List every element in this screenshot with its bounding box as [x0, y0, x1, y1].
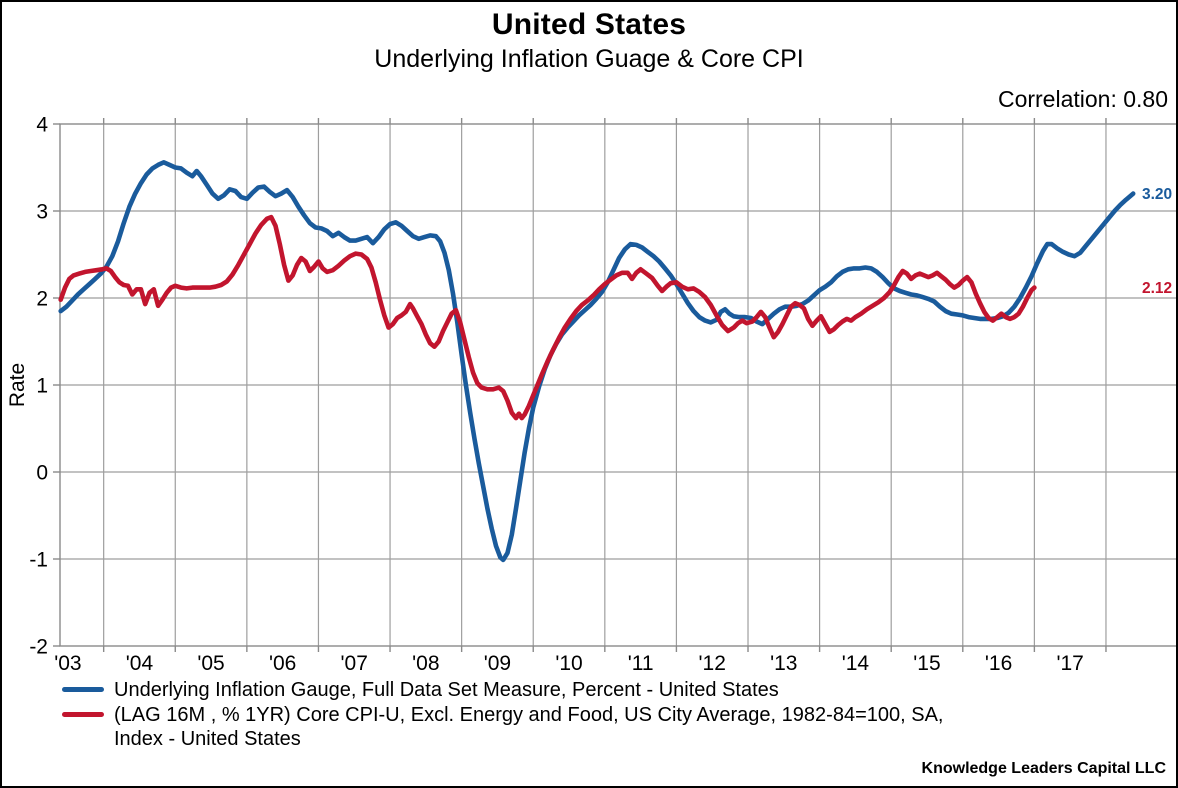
series-end-label-1: 2.12 — [1142, 280, 1172, 297]
x-tick-label: '12 — [699, 652, 726, 675]
x-tick-label: '03 — [54, 652, 81, 675]
y-tick-label: -1 — [29, 548, 48, 571]
y-tick-label: -2 — [29, 635, 48, 658]
page-title: United States — [491, 8, 687, 41]
y-tick-label: 3 — [36, 200, 48, 223]
x-tick-label: '06 — [269, 652, 296, 675]
x-tick-label: '07 — [341, 652, 368, 675]
x-tick-label: '14 — [842, 652, 870, 675]
series-end-label-0: 3.20 — [1142, 186, 1172, 203]
uig-line-swatch — [62, 687, 104, 692]
legend-label-core-cpi: (LAG 16M , % 1YR) Core CPI-U, Excl. Ener… — [114, 704, 944, 750]
x-tick-label: '13 — [770, 652, 797, 675]
x-tick-label: '05 — [197, 652, 224, 675]
correlation-annotation: Correlation: 0.80 — [997, 86, 1168, 112]
x-tick-label: '09 — [484, 652, 511, 675]
watermark: Knowledge Leaders Capital LLC — [921, 760, 1166, 777]
page-subtitle: Underlying Inflation Guage & Core CPI — [374, 45, 804, 73]
x-tick-label: '04 — [126, 652, 154, 675]
y-tick-label: 4 — [36, 113, 48, 136]
y-tick-label: 0 — [36, 461, 48, 484]
legend-label-uig: Underlying Inflation Gauge, Full Data Se… — [114, 679, 779, 701]
series-line-1 — [58, 214, 1037, 421]
x-tick-label: '17 — [1056, 652, 1083, 675]
y-axis-title: Rate — [6, 363, 29, 407]
x-tick-label: '11 — [628, 652, 654, 675]
legend-item-core-cpi: (LAG 16M , % 1YR) Core CPI-U, Excl. Ener… — [62, 703, 1170, 751]
core-cpi-line-swatch — [62, 712, 104, 717]
y-tick-label: 1 — [36, 374, 48, 397]
x-tick-label: '08 — [412, 652, 439, 675]
legend-item-uig: Underlying Inflation Gauge, Full Data Se… — [62, 678, 1170, 702]
x-tick-label: '10 — [555, 652, 582, 675]
legend: Underlying Inflation Gauge, Full Data Se… — [62, 678, 1170, 752]
y-tick-label: 2 — [36, 287, 48, 310]
x-tick-label: '15 — [913, 652, 940, 675]
x-tick-label: '16 — [985, 652, 1012, 675]
series-line-0 — [58, 160, 1136, 563]
